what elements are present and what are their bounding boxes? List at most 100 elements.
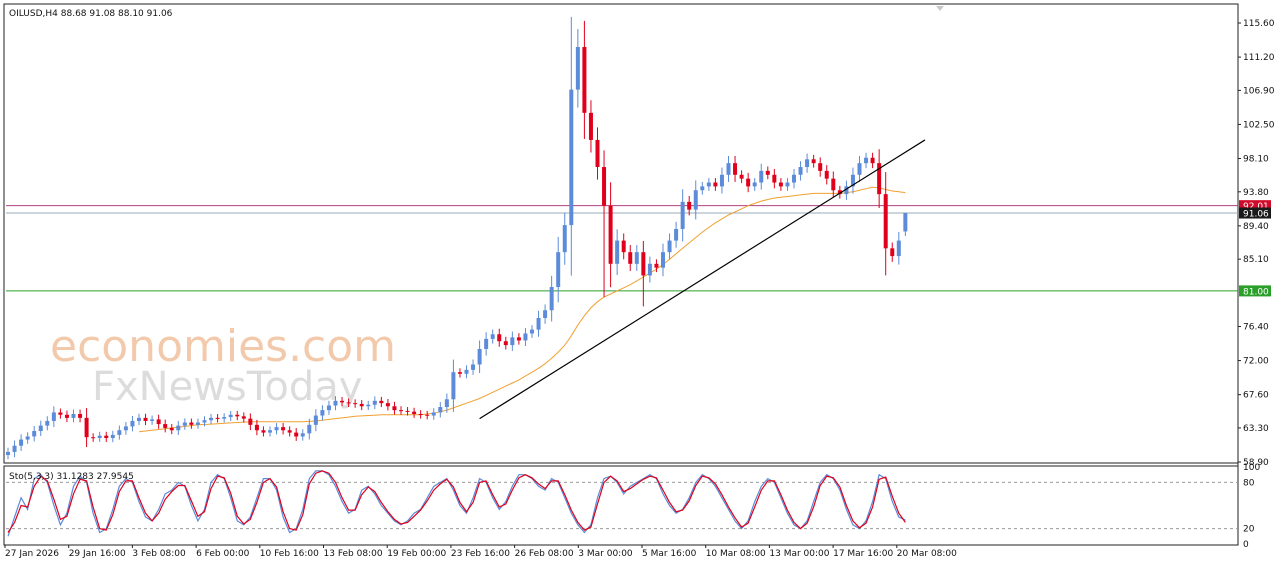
candle bbox=[261, 426, 266, 437]
candle bbox=[202, 416, 207, 427]
candle bbox=[392, 401, 397, 415]
candle bbox=[759, 163, 764, 190]
candle bbox=[45, 416, 50, 431]
candle bbox=[896, 232, 901, 265]
y-tick-label: 67.60 bbox=[1243, 391, 1269, 401]
level-badge-resistance bbox=[1239, 200, 1271, 212]
candle bbox=[654, 259, 659, 273]
candle bbox=[320, 405, 325, 421]
y-tick-label: 115.60 bbox=[1243, 19, 1275, 29]
candle bbox=[641, 240, 646, 307]
candle bbox=[615, 229, 620, 276]
candle bbox=[97, 431, 102, 442]
candle bbox=[497, 328, 502, 347]
candle bbox=[287, 426, 292, 437]
candle bbox=[353, 399, 358, 408]
candle bbox=[798, 161, 803, 181]
candle bbox=[195, 418, 200, 429]
candle bbox=[215, 414, 220, 423]
candle bbox=[104, 431, 109, 442]
candle bbox=[772, 168, 777, 189]
x-tick-label: 5 Mar 16:00 bbox=[642, 549, 697, 559]
candle bbox=[235, 410, 240, 421]
candle bbox=[746, 172, 751, 193]
level-badge-current bbox=[1239, 207, 1271, 219]
stoch-tick-label: 100 bbox=[1243, 463, 1260, 473]
x-tick-label: 10 Feb 16:00 bbox=[260, 549, 319, 559]
candle bbox=[241, 412, 246, 423]
candle bbox=[228, 410, 233, 422]
symbol-header: OILUSD,H4 88.68 91.08 88.10 91.06 bbox=[9, 9, 173, 19]
candle bbox=[457, 368, 462, 378]
level-badge-support bbox=[1239, 285, 1271, 297]
candle bbox=[150, 415, 155, 425]
y-tick-label: 85.10 bbox=[1243, 255, 1269, 265]
time-axis: 27 Jan 2026 29 Jan 16:00 3 Feb 08:00 6 Feb … bbox=[4, 545, 957, 559]
support-trendline[interactable] bbox=[479, 139, 926, 420]
candle bbox=[431, 408, 436, 420]
stochastic-lines: 100 80 20 0 bbox=[6, 463, 1260, 550]
candle bbox=[307, 418, 312, 440]
candle bbox=[831, 171, 836, 198]
candle bbox=[785, 178, 790, 191]
level-label-current: 91.06 bbox=[1243, 210, 1269, 220]
y-tick-label: 63.30 bbox=[1243, 424, 1269, 434]
candle bbox=[281, 422, 286, 435]
candle bbox=[32, 426, 37, 442]
y-tick-label: 106.90 bbox=[1243, 86, 1275, 96]
x-tick-label: 17 Mar 16:00 bbox=[833, 549, 893, 559]
candle bbox=[182, 418, 187, 430]
candle bbox=[588, 100, 593, 153]
candle bbox=[752, 178, 757, 191]
stoch-signal-line bbox=[7, 470, 906, 533]
candle bbox=[163, 419, 168, 433]
x-tick-label: 3 Mar 00:00 bbox=[578, 549, 633, 559]
candle bbox=[706, 178, 711, 191]
candle bbox=[418, 410, 423, 419]
y-tick-label: 58.90 bbox=[1243, 458, 1269, 468]
candle bbox=[582, 20, 587, 139]
candle bbox=[91, 433, 96, 442]
candle bbox=[254, 419, 259, 436]
moving-average bbox=[138, 186, 906, 433]
candle bbox=[602, 150, 607, 298]
candle bbox=[824, 165, 829, 185]
y-tick-label: 111.20 bbox=[1243, 53, 1275, 63]
y-tick-label: 98.10 bbox=[1243, 155, 1269, 165]
stochastic-panel bbox=[3, 465, 1239, 546]
candle bbox=[51, 406, 56, 428]
candle bbox=[6, 447, 10, 460]
candle bbox=[569, 16, 574, 276]
candle bbox=[359, 400, 364, 411]
candle bbox=[438, 402, 443, 418]
candle bbox=[123, 421, 128, 435]
candle bbox=[84, 408, 89, 448]
shift-marker-icon[interactable] bbox=[936, 6, 944, 11]
candle bbox=[543, 304, 548, 324]
candle bbox=[864, 152, 869, 169]
x-tick-label: 29 Jan 16:00 bbox=[69, 549, 126, 559]
candle bbox=[634, 245, 639, 271]
watermark-economies: economies.com bbox=[50, 321, 396, 372]
candle bbox=[58, 408, 63, 419]
candle bbox=[405, 407, 410, 416]
candle bbox=[792, 168, 796, 189]
y-tick-label: 72.00 bbox=[1243, 357, 1269, 367]
candle bbox=[530, 325, 534, 338]
candle bbox=[536, 310, 541, 337]
candle bbox=[719, 167, 724, 194]
candle bbox=[628, 245, 633, 271]
candle bbox=[399, 406, 403, 415]
candle bbox=[130, 415, 135, 432]
level-label-support: 81.00 bbox=[1243, 287, 1269, 297]
candle bbox=[300, 429, 305, 441]
candle bbox=[516, 333, 521, 345]
candle bbox=[366, 400, 371, 411]
candle bbox=[346, 398, 351, 408]
x-tick-label: 19 Feb 00:00 bbox=[387, 549, 446, 559]
x-tick-label: 20 Mar 08:00 bbox=[897, 549, 957, 559]
candle bbox=[621, 233, 626, 260]
candle bbox=[110, 430, 115, 443]
stoch-tick-label: 20 bbox=[1243, 525, 1255, 535]
